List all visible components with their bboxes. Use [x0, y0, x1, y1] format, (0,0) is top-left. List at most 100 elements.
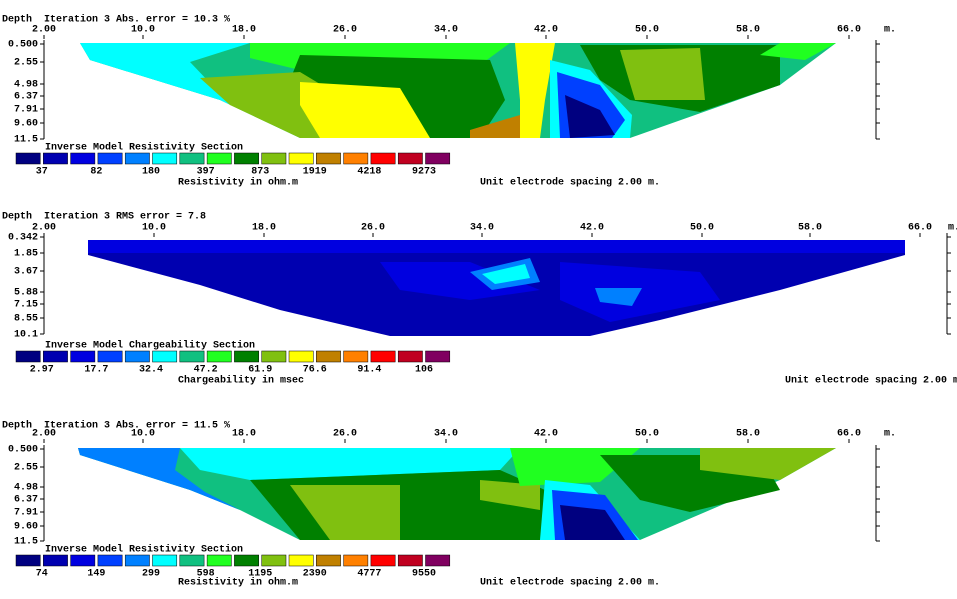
x-tick-label: 66.0 [837, 429, 861, 440]
section-title: Inverse Model Resistivity Section [45, 544, 243, 556]
depth-tick-label: 7.15 [14, 300, 38, 311]
contour-region [88, 240, 905, 253]
color-swatch [261, 554, 287, 567]
section-panel: Depth Iteration 3 Abs. error = 10.3 %2.00… [2, 14, 896, 189]
depth-tick-label: 10.1 [14, 330, 38, 341]
contour-region [480, 480, 540, 510]
color-swatch [43, 152, 68, 165]
depth-tick-label: 1.85 [14, 249, 38, 260]
x-tick-label: 2.00 [32, 223, 56, 234]
contour-region [760, 43, 836, 60]
scale-label: 873 [251, 167, 269, 178]
depth-tick-label: 8.55 [14, 314, 38, 325]
depth-label: Depth [2, 420, 32, 432]
scale-label: 397 [197, 167, 215, 178]
x-tick-label: 42.0 [580, 223, 604, 234]
color-swatch [316, 350, 341, 363]
depth-label: Depth [2, 14, 32, 26]
color-swatch [343, 350, 369, 363]
depth-tick-label: 2.55 [14, 58, 38, 69]
scale-label: 4218 [357, 167, 381, 178]
scale-label: 17.7 [84, 365, 108, 376]
contour-region [565, 95, 615, 138]
depth-label: Depth [2, 211, 32, 223]
scale-caption: Resistivity in ohm.m [178, 177, 298, 189]
color-swatch [97, 350, 123, 363]
depth-tick-label: 0.342 [8, 233, 38, 244]
spacing-note: Unit electrode spacing 2.00 m. [480, 577, 660, 589]
x-tick-label: 34.0 [470, 223, 494, 234]
color-swatch [152, 350, 178, 363]
depth-tick-label: 5.88 [14, 288, 38, 299]
contour-region [560, 505, 625, 540]
contour-region [595, 288, 642, 306]
color-swatch [124, 350, 150, 363]
scale-label: 4777 [357, 569, 381, 580]
x-tick-label: 10.0 [142, 223, 166, 234]
scale-label: 149 [87, 569, 105, 580]
color-swatch [70, 152, 96, 165]
x-tick-label: 26.0 [333, 429, 357, 440]
x-tick-label: 18.0 [232, 25, 256, 36]
color-swatch [261, 152, 287, 165]
scale-label: 74 [36, 569, 48, 580]
scale-caption: Chargeability in msec [178, 375, 304, 387]
scale-label: 32.4 [139, 365, 163, 376]
x-tick-label: 42.0 [534, 429, 558, 440]
section-title: Inverse Model Resistivity Section [45, 142, 243, 154]
contour-region [300, 82, 430, 138]
x-tick-label: 10.0 [131, 429, 155, 440]
color-swatch [316, 554, 341, 567]
color-swatch [397, 350, 423, 363]
x-tick-label: 58.0 [798, 223, 822, 234]
color-swatch [206, 350, 232, 363]
color-swatch [179, 152, 205, 165]
contour-region [290, 485, 400, 540]
scale-label: 47.2 [194, 365, 218, 376]
scale-label: 2.97 [30, 365, 54, 376]
x-tick-label: 66.0 [908, 223, 932, 234]
color-swatch [234, 350, 259, 363]
scale-label: 106 [415, 365, 433, 376]
scale-label: 1919 [303, 167, 327, 178]
color-swatch [316, 152, 341, 165]
color-swatch [15, 554, 41, 567]
x-tick-label: 18.0 [252, 223, 276, 234]
color-swatch [425, 554, 451, 567]
depth-tick-label: 4.98 [14, 80, 38, 91]
color-swatch [124, 152, 150, 165]
section-header: Iteration 3 RMS error = 7.8 [44, 211, 206, 223]
x-tick-label: 58.0 [736, 25, 760, 36]
x-tick-label: 66.0 [837, 25, 861, 36]
scale-label: 299 [142, 569, 160, 580]
contour-region [470, 115, 520, 138]
color-swatch [343, 152, 369, 165]
color-swatch [124, 554, 150, 567]
color-swatch [425, 152, 451, 165]
section-panel: Depth Iteration 3 Abs. error = 11.5 %2.00… [2, 420, 896, 589]
scale-label: 2390 [303, 569, 327, 580]
depth-tick-label: 9.60 [14, 522, 38, 533]
contour-region [700, 448, 836, 480]
color-swatch [152, 554, 178, 567]
x-tick-label: 26.0 [361, 223, 385, 234]
x-tick-label: 34.0 [434, 25, 458, 36]
contour-region [515, 43, 555, 138]
scale-label: 76.6 [303, 365, 327, 376]
color-swatch [15, 152, 41, 165]
x-unit: m. [884, 25, 896, 36]
x-tick-label: 34.0 [434, 429, 458, 440]
scale-label: 82 [90, 167, 102, 178]
scale-label: 37 [36, 167, 48, 178]
x-tick-label: 50.0 [635, 429, 659, 440]
scale-label: 180 [142, 167, 160, 178]
depth-tick-label: 6.37 [14, 495, 38, 506]
contour-region [560, 262, 720, 322]
color-swatch [397, 554, 423, 567]
x-unit: m. [884, 429, 896, 440]
x-tick-label: 18.0 [232, 429, 256, 440]
scale-label: 61.9 [248, 365, 272, 376]
color-swatch [288, 554, 314, 567]
color-swatch [179, 350, 205, 363]
color-swatch [70, 350, 96, 363]
